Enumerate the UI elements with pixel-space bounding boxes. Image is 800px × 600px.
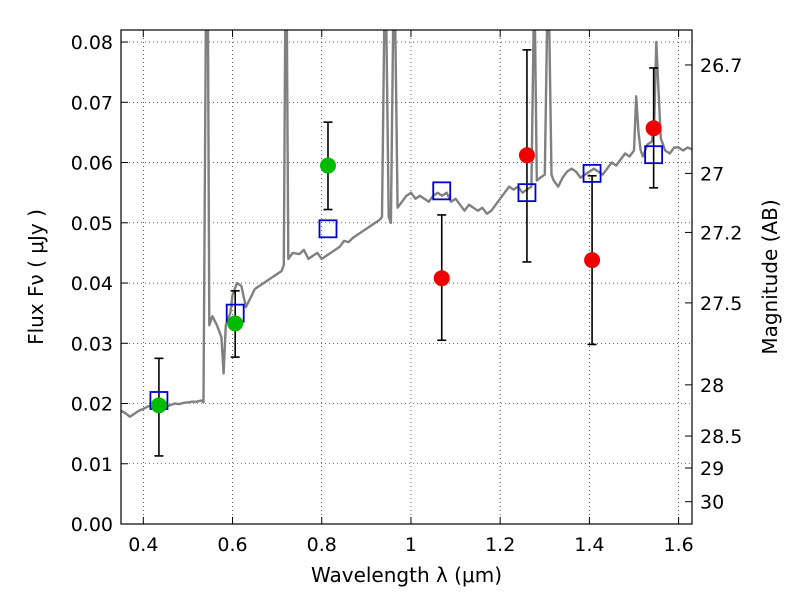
y-tick-label: 0.03	[71, 333, 113, 355]
y-tick-label: 0.07	[71, 92, 113, 114]
axis-ticks	[121, 30, 692, 525]
right-tick-label: 27	[700, 163, 724, 185]
x-tick-label: 1.6	[664, 534, 694, 556]
y-tick-label: 0.04	[71, 273, 113, 295]
model-photometry-square	[582, 163, 602, 183]
model-photometry-square	[517, 183, 537, 203]
plot-frame	[120, 29, 693, 525]
red-data-point	[584, 252, 601, 269]
x-tick-label: 1	[405, 534, 417, 556]
green-data-point	[150, 397, 167, 414]
right-tick-label: 27.2	[700, 222, 742, 244]
right-tick-label: 28	[700, 375, 724, 397]
x-tick-label: 0.4	[128, 534, 158, 556]
x-tick-label: 0.6	[217, 534, 247, 556]
green-data-point	[319, 157, 336, 174]
x-tick-label: 0.8	[307, 534, 337, 556]
red-data-point	[433, 270, 450, 287]
y-tick-label: 0.06	[71, 153, 113, 175]
red-data-point	[645, 120, 662, 137]
model-photometry-square	[432, 181, 452, 201]
right-tick-label: 28.5	[700, 426, 742, 448]
model-photometry-square	[318, 219, 338, 239]
spectrum-line	[121, 30, 692, 418]
right-tick-label: 29	[700, 458, 724, 480]
right-tick-label: 26.7	[700, 55, 742, 77]
y-tick-label: 0.02	[71, 394, 113, 416]
red-data-point	[518, 147, 535, 164]
y-tick-label: 0.01	[71, 454, 113, 476]
y-axis-label-right: Magnitude (AB)	[758, 199, 782, 354]
model-spectrum	[121, 30, 692, 418]
right-tick-label: 30	[700, 492, 724, 514]
y-tick-label: 0.08	[71, 32, 113, 54]
error-bars	[154, 49, 659, 457]
x-axis-label: Wavelength λ (μm)	[311, 563, 502, 587]
y-axis-label-left: Flux Fν ( μJy )	[24, 209, 48, 345]
markers	[149, 120, 664, 414]
grid	[121, 30, 692, 525]
tick-labels: 0.4 0.6 0.8 1 1.2 1.4 1.6 0.00 0.01 0.02 0.03 0.04 0…	[71, 32, 743, 556]
x-tick-label: 1.2	[485, 534, 515, 556]
green-data-point	[227, 315, 244, 332]
x-tick-label: 1.4	[574, 534, 604, 556]
y-tick-label: 0.00	[71, 514, 113, 536]
right-tick-label: 27.5	[700, 293, 742, 315]
y-tick-label: 0.05	[71, 213, 113, 235]
model-photometry-square	[644, 145, 664, 165]
